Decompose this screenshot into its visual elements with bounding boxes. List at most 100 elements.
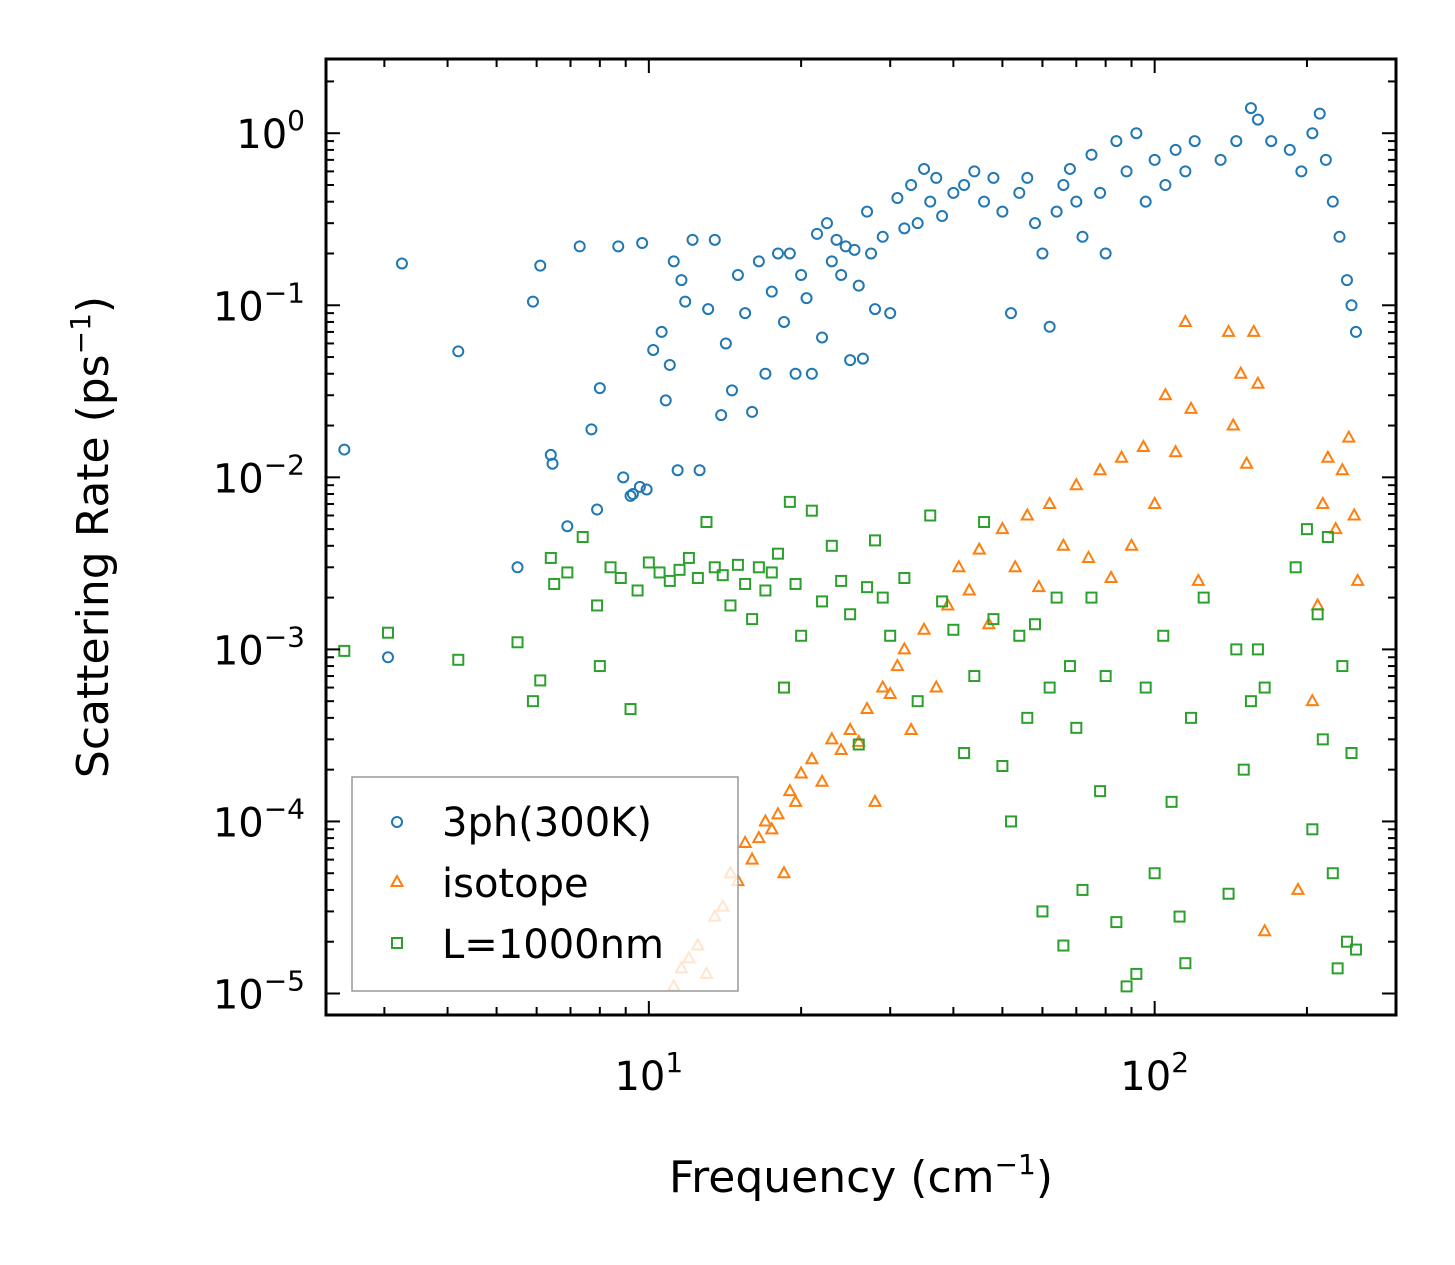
data-point bbox=[395, 257, 408, 270]
y-axis-title: Scattering Rate (ps−1) bbox=[64, 296, 119, 778]
data-point bbox=[1306, 823, 1319, 836]
data-point bbox=[1306, 127, 1319, 140]
data-point bbox=[614, 571, 627, 584]
data-point bbox=[1103, 569, 1119, 583]
data-point bbox=[667, 255, 680, 268]
data-point bbox=[338, 443, 351, 456]
data-point bbox=[604, 561, 617, 574]
data-point bbox=[631, 584, 644, 597]
data-point bbox=[867, 793, 883, 807]
data-point bbox=[1246, 323, 1261, 337]
data-point bbox=[996, 205, 1009, 218]
data-point bbox=[951, 559, 966, 573]
data-point bbox=[1251, 643, 1264, 656]
y-axis-title-exponent: −1 bbox=[64, 313, 97, 354]
data-point bbox=[911, 217, 924, 230]
data-point bbox=[642, 556, 655, 569]
data-point bbox=[929, 679, 944, 693]
data-point bbox=[924, 195, 937, 208]
data-point bbox=[936, 595, 949, 608]
data-point bbox=[624, 703, 637, 716]
data-point bbox=[771, 547, 784, 560]
data-point bbox=[968, 165, 981, 178]
data-point bbox=[891, 192, 904, 205]
data-point bbox=[1341, 429, 1356, 443]
data-point bbox=[1157, 629, 1170, 642]
data-point bbox=[1036, 247, 1049, 260]
data-point bbox=[1013, 629, 1026, 642]
data-point bbox=[381, 651, 394, 664]
data-point bbox=[653, 566, 666, 579]
data-point bbox=[1063, 660, 1076, 673]
data-point bbox=[890, 657, 905, 672]
data-point bbox=[1057, 939, 1070, 952]
data-point bbox=[1130, 127, 1143, 140]
data-point bbox=[805, 367, 818, 380]
data-point bbox=[852, 738, 865, 751]
data-point bbox=[752, 255, 765, 268]
data-point bbox=[679, 295, 692, 308]
data-point bbox=[1346, 507, 1362, 521]
data-point bbox=[795, 629, 808, 642]
data-point bbox=[918, 162, 931, 175]
data-point bbox=[1316, 733, 1329, 746]
data-point bbox=[593, 660, 606, 673]
data-point bbox=[1265, 135, 1278, 148]
data-point bbox=[1251, 113, 1264, 126]
data-point bbox=[869, 534, 882, 547]
data-point bbox=[511, 561, 524, 574]
data-point bbox=[626, 488, 639, 501]
data-point bbox=[958, 746, 971, 759]
data-point bbox=[968, 670, 981, 683]
data-point bbox=[776, 865, 792, 879]
data-point bbox=[1043, 681, 1056, 694]
data-point bbox=[1050, 591, 1063, 604]
tick-label-layer: 10−5 10−4 10−3 10−2 10−1 100 101 102 bbox=[213, 104, 1189, 1100]
data-point bbox=[1031, 579, 1046, 593]
series-0 bbox=[338, 102, 1362, 664]
data-point bbox=[544, 551, 557, 564]
data-point bbox=[898, 571, 911, 584]
data-point bbox=[996, 760, 1009, 773]
data-point bbox=[719, 337, 732, 350]
data-point bbox=[671, 464, 684, 477]
data-point bbox=[1345, 746, 1358, 759]
data-point bbox=[1148, 867, 1161, 880]
data-point bbox=[1069, 477, 1084, 491]
data-point bbox=[1139, 681, 1152, 694]
data-point bbox=[782, 783, 798, 797]
data-layer bbox=[338, 102, 1365, 993]
data-point bbox=[534, 674, 547, 687]
data-point bbox=[1333, 230, 1346, 243]
data-point bbox=[1005, 307, 1018, 320]
data-point bbox=[1321, 531, 1334, 543]
data-point bbox=[861, 581, 874, 594]
data-point bbox=[591, 599, 604, 612]
data-point bbox=[1029, 618, 1042, 631]
data-point bbox=[884, 307, 897, 320]
data-point bbox=[708, 561, 721, 574]
plot-frame bbox=[324, 57, 1398, 1017]
data-point bbox=[1139, 195, 1152, 208]
data-point bbox=[1094, 186, 1107, 199]
data-point bbox=[691, 571, 704, 584]
y-tick-label: 100 bbox=[236, 104, 305, 158]
data-point bbox=[561, 566, 574, 579]
data-point bbox=[789, 367, 802, 380]
data-point bbox=[751, 830, 767, 844]
data-point bbox=[1188, 135, 1201, 148]
data-point bbox=[987, 171, 1000, 184]
data-point bbox=[636, 237, 649, 250]
data-point bbox=[1070, 195, 1083, 208]
y-tick-label: 10−2 bbox=[213, 448, 305, 502]
data-point bbox=[1305, 693, 1320, 707]
data-point bbox=[824, 731, 840, 745]
data-point bbox=[783, 495, 796, 508]
data-point bbox=[1148, 153, 1161, 166]
data-point bbox=[1319, 153, 1332, 166]
data-point bbox=[1056, 537, 1071, 551]
data-point bbox=[675, 274, 688, 287]
data-point bbox=[816, 595, 829, 608]
data-point bbox=[882, 685, 898, 700]
